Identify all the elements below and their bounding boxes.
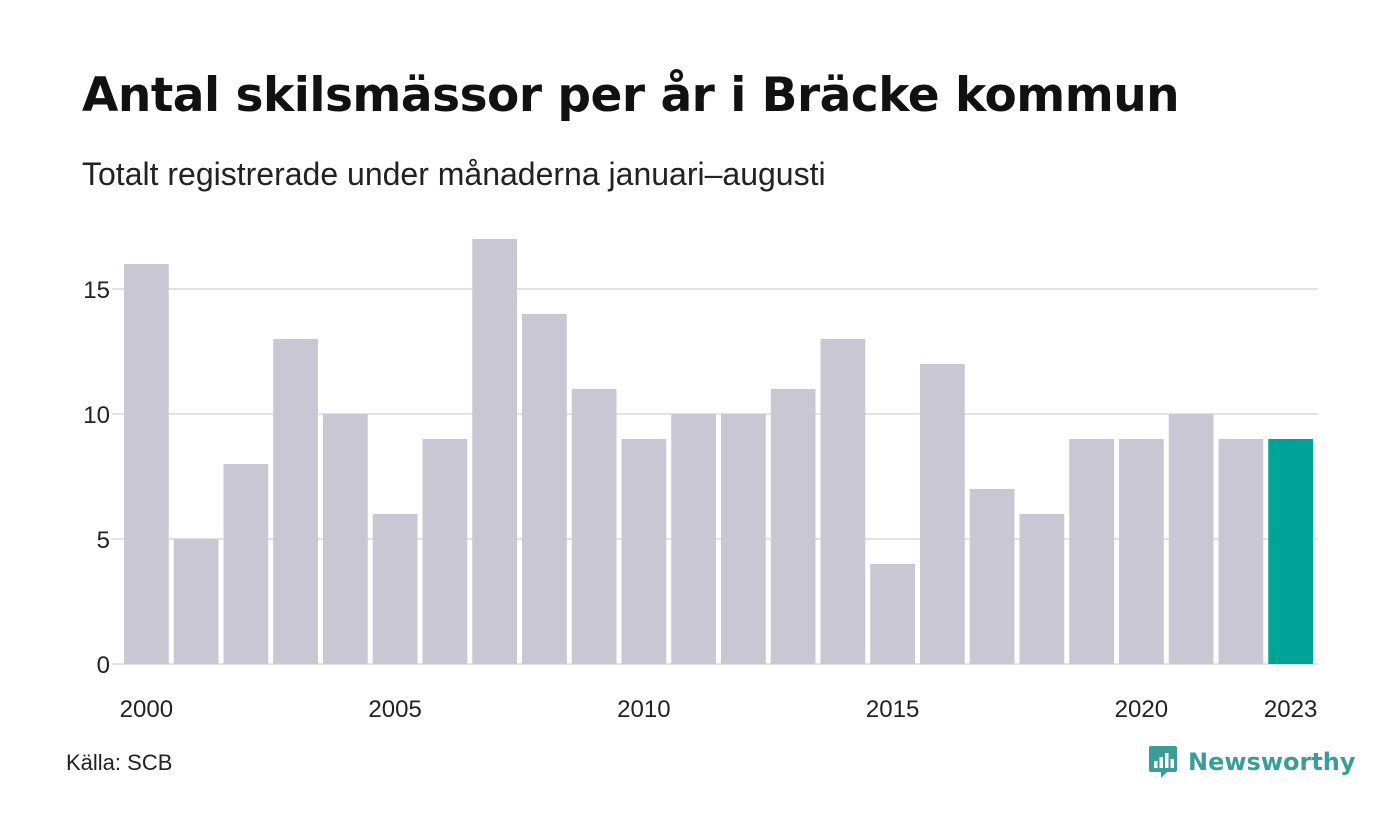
bar-2018 — [1019, 514, 1065, 664]
bar-2013 — [770, 389, 816, 664]
bar-2020 — [1119, 439, 1164, 664]
brand-name: Newsworthy — [1188, 748, 1356, 776]
bar-2022 — [1218, 439, 1264, 664]
bar-2003 — [273, 339, 318, 664]
bar-2017 — [969, 489, 1015, 664]
bar-2019 — [1069, 439, 1114, 664]
bar-chart: 0 5 10 15 2000 2005 2010 2015 2020 2023 — [83, 239, 1318, 723]
bar-2005 — [372, 514, 418, 664]
bar-2011 — [671, 414, 716, 664]
bar-2009 — [571, 389, 617, 664]
chart-title: Antal skilsmässor per år i Bräcke kommun — [82, 68, 1180, 123]
bar-2016 — [920, 364, 965, 664]
chart-subtitle: Totalt registrerade under månaderna janu… — [82, 156, 826, 192]
y-tick-label: 5 — [97, 527, 110, 554]
y-tick-label: 15 — [83, 277, 110, 304]
source-label: Källa: SCB — [66, 750, 173, 775]
bar-2023 — [1268, 439, 1313, 664]
bars — [124, 239, 1313, 664]
bar-chart-speech-bubble-icon — [1149, 746, 1177, 778]
x-tick-label: 2023 — [1264, 696, 1317, 723]
bar-2012 — [721, 414, 766, 664]
bar-2007 — [472, 239, 517, 664]
x-tick-label: 2015 — [866, 696, 919, 723]
bar-2006 — [422, 439, 468, 664]
x-tick-label: 2020 — [1115, 696, 1168, 723]
bar-2010 — [621, 439, 667, 664]
y-axis-tick-labels: 0 5 10 15 — [83, 277, 110, 679]
x-tick-label: 2005 — [368, 696, 421, 723]
x-tick-label: 2000 — [120, 696, 173, 723]
bar-2000 — [124, 264, 169, 664]
x-axis-tick-labels: 2000 2005 2010 2015 2020 2023 — [120, 696, 1318, 723]
bar-2004 — [323, 414, 368, 664]
y-tick-label: 10 — [83, 402, 110, 429]
newsworthy-logo[interactable]: Newsworthy — [1148, 744, 1356, 780]
bar-2021 — [1168, 414, 1214, 664]
bar-2014 — [820, 339, 866, 664]
bar-2008 — [522, 314, 567, 664]
bar-2002 — [223, 464, 269, 664]
x-tick-label: 2010 — [617, 696, 670, 723]
bar-2001 — [173, 539, 219, 664]
bar-2015 — [870, 564, 915, 664]
y-tick-label: 0 — [97, 652, 110, 679]
